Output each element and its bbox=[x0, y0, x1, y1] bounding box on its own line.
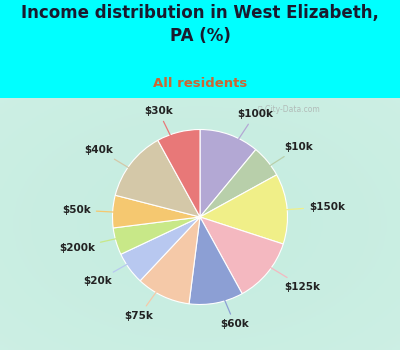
Wedge shape bbox=[140, 217, 200, 304]
Text: ⓘ City-Data.com: ⓘ City-Data.com bbox=[258, 105, 320, 114]
Text: $40k: $40k bbox=[85, 145, 162, 188]
Wedge shape bbox=[113, 217, 200, 254]
Text: $10k: $10k bbox=[237, 142, 313, 187]
Wedge shape bbox=[112, 195, 200, 228]
Text: $125k: $125k bbox=[238, 247, 320, 292]
Text: $30k: $30k bbox=[144, 106, 188, 170]
Wedge shape bbox=[200, 217, 283, 294]
Text: Income distribution in West Elizabeth,
PA (%): Income distribution in West Elizabeth, P… bbox=[21, 5, 379, 44]
Wedge shape bbox=[189, 217, 242, 304]
Text: $150k: $150k bbox=[248, 202, 345, 212]
Text: $20k: $20k bbox=[83, 245, 161, 286]
Text: All residents: All residents bbox=[153, 77, 247, 90]
Wedge shape bbox=[121, 217, 200, 281]
Text: $60k: $60k bbox=[210, 264, 249, 329]
Wedge shape bbox=[200, 130, 256, 217]
Text: $100k: $100k bbox=[217, 109, 273, 172]
Wedge shape bbox=[200, 149, 277, 217]
Text: $50k: $50k bbox=[62, 205, 152, 215]
Wedge shape bbox=[158, 130, 200, 217]
Wedge shape bbox=[115, 140, 200, 217]
Wedge shape bbox=[200, 175, 288, 244]
Text: $200k: $200k bbox=[59, 230, 154, 252]
Text: $75k: $75k bbox=[124, 260, 179, 321]
